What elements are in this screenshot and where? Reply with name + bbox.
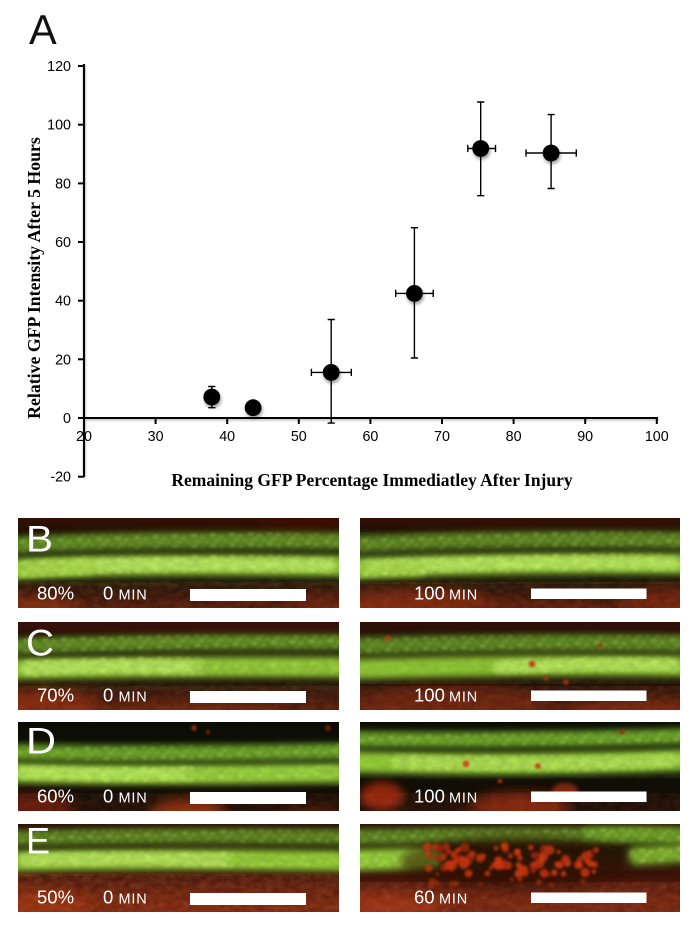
svg-text:90: 90 [577, 429, 593, 445]
svg-text:120: 120 [47, 59, 71, 75]
svg-text:MIN: MIN [449, 690, 478, 706]
svg-text:0: 0 [103, 583, 113, 604]
svg-text:40: 40 [219, 429, 235, 445]
svg-text:MIN: MIN [449, 791, 478, 807]
svg-text:80: 80 [55, 176, 71, 192]
svg-text:MIN: MIN [119, 690, 148, 706]
svg-text:MIN: MIN [119, 791, 148, 807]
svg-text:50: 50 [291, 429, 307, 445]
svg-text:MIN: MIN [119, 892, 148, 908]
svg-text:D: D [26, 721, 56, 762]
svg-text:B: B [26, 519, 53, 560]
svg-text:Remaining GFP Percentage Immed: Remaining GFP Percentage Immediatley Aft… [171, 470, 573, 490]
svg-text:100: 100 [414, 685, 445, 706]
svg-text:100: 100 [645, 429, 669, 445]
svg-text:-20: -20 [50, 470, 71, 486]
svg-text:0: 0 [103, 685, 113, 706]
svg-text:70: 70 [434, 429, 450, 445]
svg-text:E: E [26, 821, 50, 862]
svg-text:100: 100 [414, 786, 445, 807]
svg-text:50%: 50% [37, 887, 74, 908]
svg-text:Relative GFP Intensity After 5: Relative GFP Intensity After 5 Hours [24, 137, 44, 419]
svg-text:80: 80 [506, 429, 522, 445]
svg-text:MIN: MIN [439, 892, 468, 908]
svg-text:100: 100 [47, 118, 71, 134]
svg-text:60%: 60% [37, 786, 74, 807]
svg-text:C: C [26, 623, 54, 664]
svg-text:20: 20 [55, 352, 71, 368]
svg-text:0: 0 [103, 786, 113, 807]
svg-text:60: 60 [414, 887, 435, 908]
svg-text:0: 0 [103, 887, 113, 908]
svg-text:100: 100 [414, 583, 445, 604]
svg-text:60: 60 [55, 235, 71, 251]
svg-text:80%: 80% [37, 583, 74, 604]
svg-text:MIN: MIN [119, 588, 148, 604]
svg-text:40: 40 [55, 294, 71, 310]
svg-text:A: A [29, 6, 57, 53]
svg-text:60: 60 [362, 429, 378, 445]
svg-text:30: 30 [148, 429, 164, 445]
svg-text:70%: 70% [37, 685, 74, 706]
svg-text:0: 0 [63, 411, 71, 427]
svg-text:MIN: MIN [449, 588, 478, 604]
svg-text:20: 20 [76, 429, 92, 445]
